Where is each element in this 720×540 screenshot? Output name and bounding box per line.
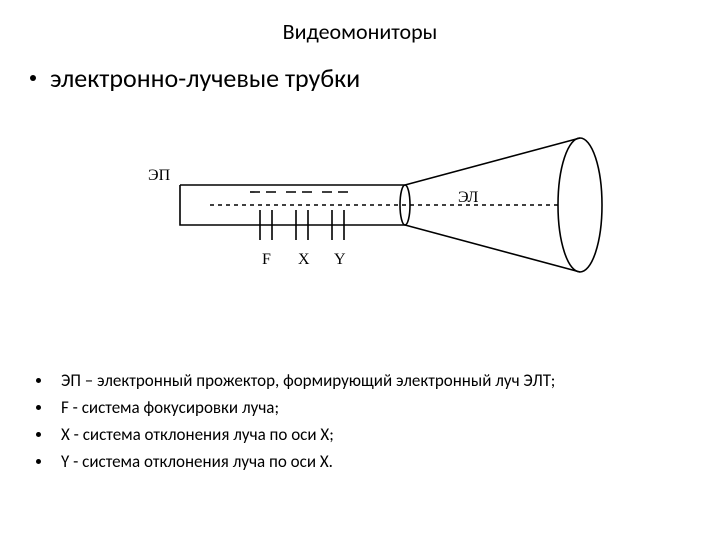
slide: Видеомониторы электронно-лучевые трубки …: [0, 0, 720, 540]
legend-text: Y - система отклонения луча по оси X.: [61, 451, 333, 472]
legend-text: X - система отклонения луча по оси X;: [61, 424, 334, 445]
svg-text:X: X: [298, 251, 310, 268]
crt-diagram: ЭП ЭЛ F X Y: [120, 130, 640, 345]
legend-row: F - система фокусировки луча;: [30, 397, 555, 418]
bullet-icon: [30, 75, 36, 81]
legend-row: X - система отклонения луча по оси X;: [30, 424, 555, 445]
subtitle-row: электронно-лучевые трубки: [30, 62, 360, 94]
crt-svg: ЭП ЭЛ F X Y: [120, 130, 640, 340]
bullet-icon: [36, 459, 41, 464]
legend-row: Y - система отклонения луча по оси X.: [30, 451, 555, 472]
legend-text: ЭП – электронный прожектор, формирующий …: [61, 370, 555, 391]
bullet-icon: [36, 405, 41, 410]
bullet-icon: [36, 378, 41, 383]
page-title: Видеомониторы: [0, 18, 720, 45]
svg-text:F: F: [262, 251, 271, 268]
bullet-icon: [36, 432, 41, 437]
legend-text: F - система фокусировки луча;: [61, 397, 279, 418]
svg-text:ЭЛ: ЭЛ: [458, 189, 479, 206]
svg-text:Y: Y: [334, 251, 346, 268]
legend: ЭП – электронный прожектор, формирующий …: [30, 370, 555, 478]
svg-text:ЭП: ЭП: [148, 167, 171, 184]
subtitle-text: электронно-лучевые трубки: [50, 62, 360, 94]
legend-row: ЭП – электронный прожектор, формирующий …: [30, 370, 555, 391]
